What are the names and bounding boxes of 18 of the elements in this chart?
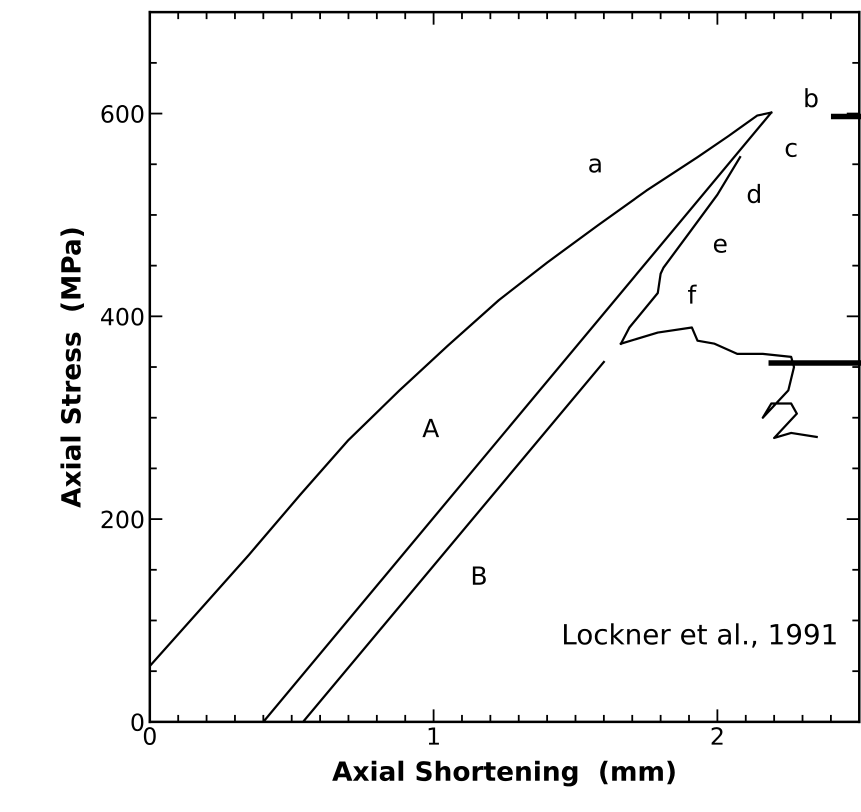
annotation: d (748, 184, 760, 204)
annotation: c (786, 142, 796, 158)
y-axis-title: Axial Stress (MPa) (60, 228, 84, 508)
x-tick-label: 1 (428, 727, 439, 745)
annotation: B (472, 566, 486, 585)
annotation: Lockner et al., 1991 (564, 623, 836, 648)
annotation: e (714, 238, 727, 253)
y-tick-label: 0 (131, 713, 144, 732)
y-tick-label: 200 (102, 510, 144, 528)
annotation: a (589, 158, 601, 173)
annotation: f (688, 284, 697, 304)
y-tick-label: 400 (101, 308, 144, 326)
x-tick-label: 2 (712, 727, 723, 745)
annotation: A (422, 418, 440, 438)
annotation: b (805, 88, 818, 108)
y-tick-label: 600 (102, 105, 144, 123)
x-axis-title: Axial Shortening (mm) (332, 760, 675, 786)
x-tick-label: 0 (144, 727, 156, 746)
